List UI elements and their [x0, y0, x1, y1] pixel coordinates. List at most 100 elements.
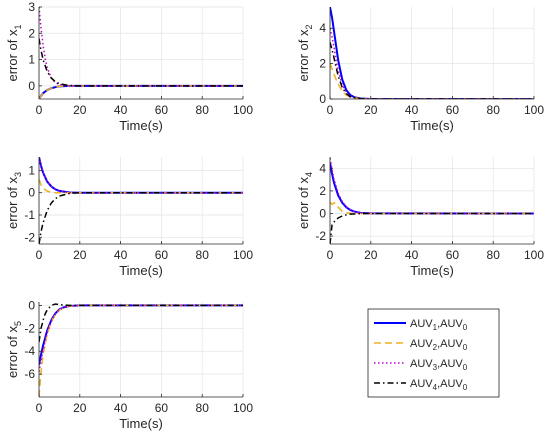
x-axis-label: Time(s) — [119, 263, 163, 278]
y-axis-label-subscript: 5 — [13, 321, 23, 326]
x-tick-label: 0 — [36, 248, 43, 262]
x-tick-label: 100 — [233, 103, 253, 117]
y-axis-label-main: error of x — [296, 177, 311, 230]
y-axis-label: error of x1 — [5, 24, 23, 81]
x-tick-label: 40 — [114, 248, 128, 262]
y-tick-label: -2 — [24, 321, 35, 335]
series-line-auv4 — [39, 38, 243, 87]
x-tick-label: 80 — [487, 103, 501, 117]
x-tick-label: 20 — [364, 103, 378, 117]
x-tick-label: 60 — [446, 248, 460, 262]
x-tick-label: 20 — [73, 401, 87, 415]
x-tick-label: 100 — [524, 248, 544, 262]
series-line-auv2 — [39, 85, 243, 99]
series-line-auv4 — [330, 212, 534, 244]
legend-label-main: AUV — [410, 338, 433, 350]
y-tick-label: -1 — [24, 208, 35, 222]
y-tick-label: -2 — [315, 229, 326, 243]
y-tick-label: 2 — [28, 26, 35, 40]
legend-label-sub1: 4 — [433, 383, 438, 392]
series-line-auv3 — [330, 28, 534, 99]
subplot-x5: 0 20 40 60 80 100 -6 -4 -2 0 Time(s) error of x5 — [5, 298, 253, 431]
plot-area — [330, 157, 534, 244]
y-axis-label-subscript: 4 — [304, 172, 314, 177]
legend-label-auv2: AUV2,AUV0 — [410, 338, 468, 352]
x-tick-label: 60 — [155, 401, 169, 415]
y-axis-label-subscript: 1 — [13, 24, 23, 29]
y-tick-label: 1 — [28, 163, 35, 177]
x-tick-label: 80 — [196, 248, 210, 262]
y-tick-label: 4 — [319, 161, 326, 175]
x-tick-label: 40 — [405, 103, 419, 117]
x-tick-label: 40 — [114, 401, 128, 415]
y-tick-label: -2 — [24, 230, 35, 244]
legend-label-main: AUV — [410, 318, 433, 330]
series-line-auv4 — [39, 303, 243, 343]
x-axis-label: Time(s) — [119, 118, 163, 133]
legend-label-auv4: AUV4,AUV0 — [410, 378, 468, 392]
plot-area — [39, 7, 243, 99]
x-tick-label: 100 — [233, 248, 253, 262]
x-tick-label: 80 — [487, 248, 501, 262]
y-axis-label: error of x5 — [5, 321, 23, 378]
y-tick-label: 0 — [28, 79, 35, 93]
series-group — [39, 7, 243, 99]
legend-label-sub2: 0 — [463, 383, 468, 392]
plot-area — [39, 157, 243, 244]
x-axis-label: Time(s) — [410, 263, 454, 278]
x-axis-label: Time(s) — [119, 416, 163, 431]
y-tick-label: -6 — [24, 367, 35, 381]
x-tick-label: 0 — [327, 248, 334, 262]
y-axis-label-main: error of x — [5, 29, 20, 82]
series-line-auv3 — [39, 304, 243, 372]
legend-label-auv3: AUV3,AUV0 — [410, 358, 468, 372]
legend-label-sub1: 3 — [433, 363, 438, 372]
legend-label-sub1: 1 — [433, 323, 438, 332]
x-tick-label: 0 — [327, 103, 334, 117]
x-tick-label: 100 — [233, 401, 253, 415]
x-tick-label: 20 — [73, 248, 87, 262]
x-tick-label: 20 — [364, 248, 378, 262]
series-group — [39, 303, 243, 397]
legend-label-sub2: 0 — [463, 363, 468, 372]
x-tick-label: 40 — [405, 248, 419, 262]
y-tick-label: 1 — [28, 53, 35, 67]
x-tick-label: 60 — [155, 103, 169, 117]
legend-label-mid: ,AUV — [437, 378, 463, 390]
y-tick-label: -4 — [24, 344, 35, 358]
series-line-auv2 — [330, 201, 534, 215]
x-tick-label: 0 — [36, 401, 43, 415]
y-axis-label-subscript: 3 — [13, 172, 23, 177]
legend-label-auv1: AUV1,AUV0 — [410, 318, 468, 332]
subplot-x3: 0 20 40 60 80 100 -2 -1 0 1 Time(s) error of x3 — [5, 157, 253, 278]
y-axis-label-main: error of x — [296, 29, 311, 82]
y-axis-label-main: error of x — [5, 326, 20, 379]
x-tick-label: 60 — [155, 248, 169, 262]
y-tick-label: 2 — [319, 57, 326, 71]
x-tick-label: 20 — [73, 103, 87, 117]
x-tick-label: 80 — [196, 401, 210, 415]
y-axis-label-subscript: 2 — [304, 24, 314, 29]
x-tick-label: 0 — [36, 103, 43, 117]
y-tick-label: 4 — [319, 21, 326, 35]
y-axis-label: error of x2 — [296, 24, 314, 81]
legend-label-main: AUV — [410, 378, 433, 390]
x-tick-label: 60 — [446, 103, 460, 117]
legend-label-main: AUV — [410, 358, 433, 370]
y-axis-label: error of x4 — [296, 172, 314, 229]
x-tick-label: 40 — [114, 103, 128, 117]
y-tick-label: 0 — [319, 92, 326, 106]
y-tick-label: 0 — [28, 186, 35, 200]
y-axis-label-main: error of x — [5, 177, 20, 230]
y-tick-label: 0 — [319, 206, 326, 220]
legend-label-mid: ,AUV — [437, 338, 463, 350]
plot-area — [330, 7, 534, 99]
x-tick-label: 100 — [524, 103, 544, 117]
legend-label-sub2: 0 — [463, 343, 468, 352]
series-group — [330, 157, 534, 244]
legend-label-sub2: 0 — [463, 323, 468, 332]
x-axis-label: Time(s) — [410, 118, 454, 133]
